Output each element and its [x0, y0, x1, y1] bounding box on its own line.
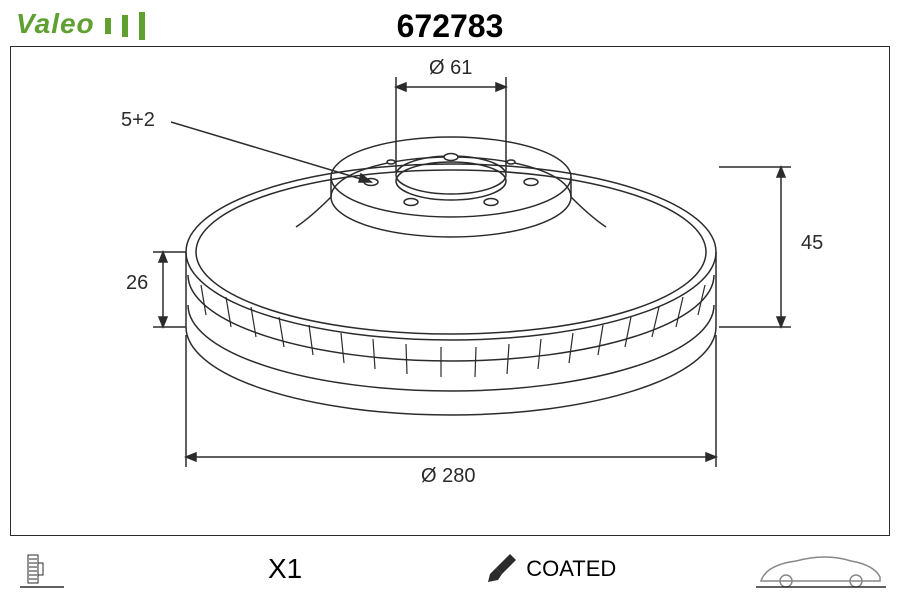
bottom-info-bar: X1 COATED — [10, 544, 890, 594]
coated-badge: COATED — [482, 552, 616, 586]
bore-diameter-label: Ø 61 — [429, 57, 472, 80]
hole-pattern-label: 5+2 — [121, 109, 155, 132]
thickness-label: 26 — [126, 272, 148, 295]
brand-logo: Valeo — [16, 8, 145, 40]
coated-text: COATED — [526, 556, 616, 582]
brush-icon — [482, 552, 520, 586]
height-label: 45 — [801, 232, 823, 255]
disc-profile-icon — [18, 549, 68, 589]
brand-name: Valeo — [16, 8, 95, 39]
drawing-frame: Ø 61 5+2 26 45 Ø 280 — [10, 46, 890, 536]
quantity-label: X1 — [268, 553, 302, 585]
car-silhouette-icon — [756, 547, 886, 591]
outer-diameter-label: Ø 280 — [421, 465, 475, 488]
part-number: 672783 — [397, 8, 504, 45]
